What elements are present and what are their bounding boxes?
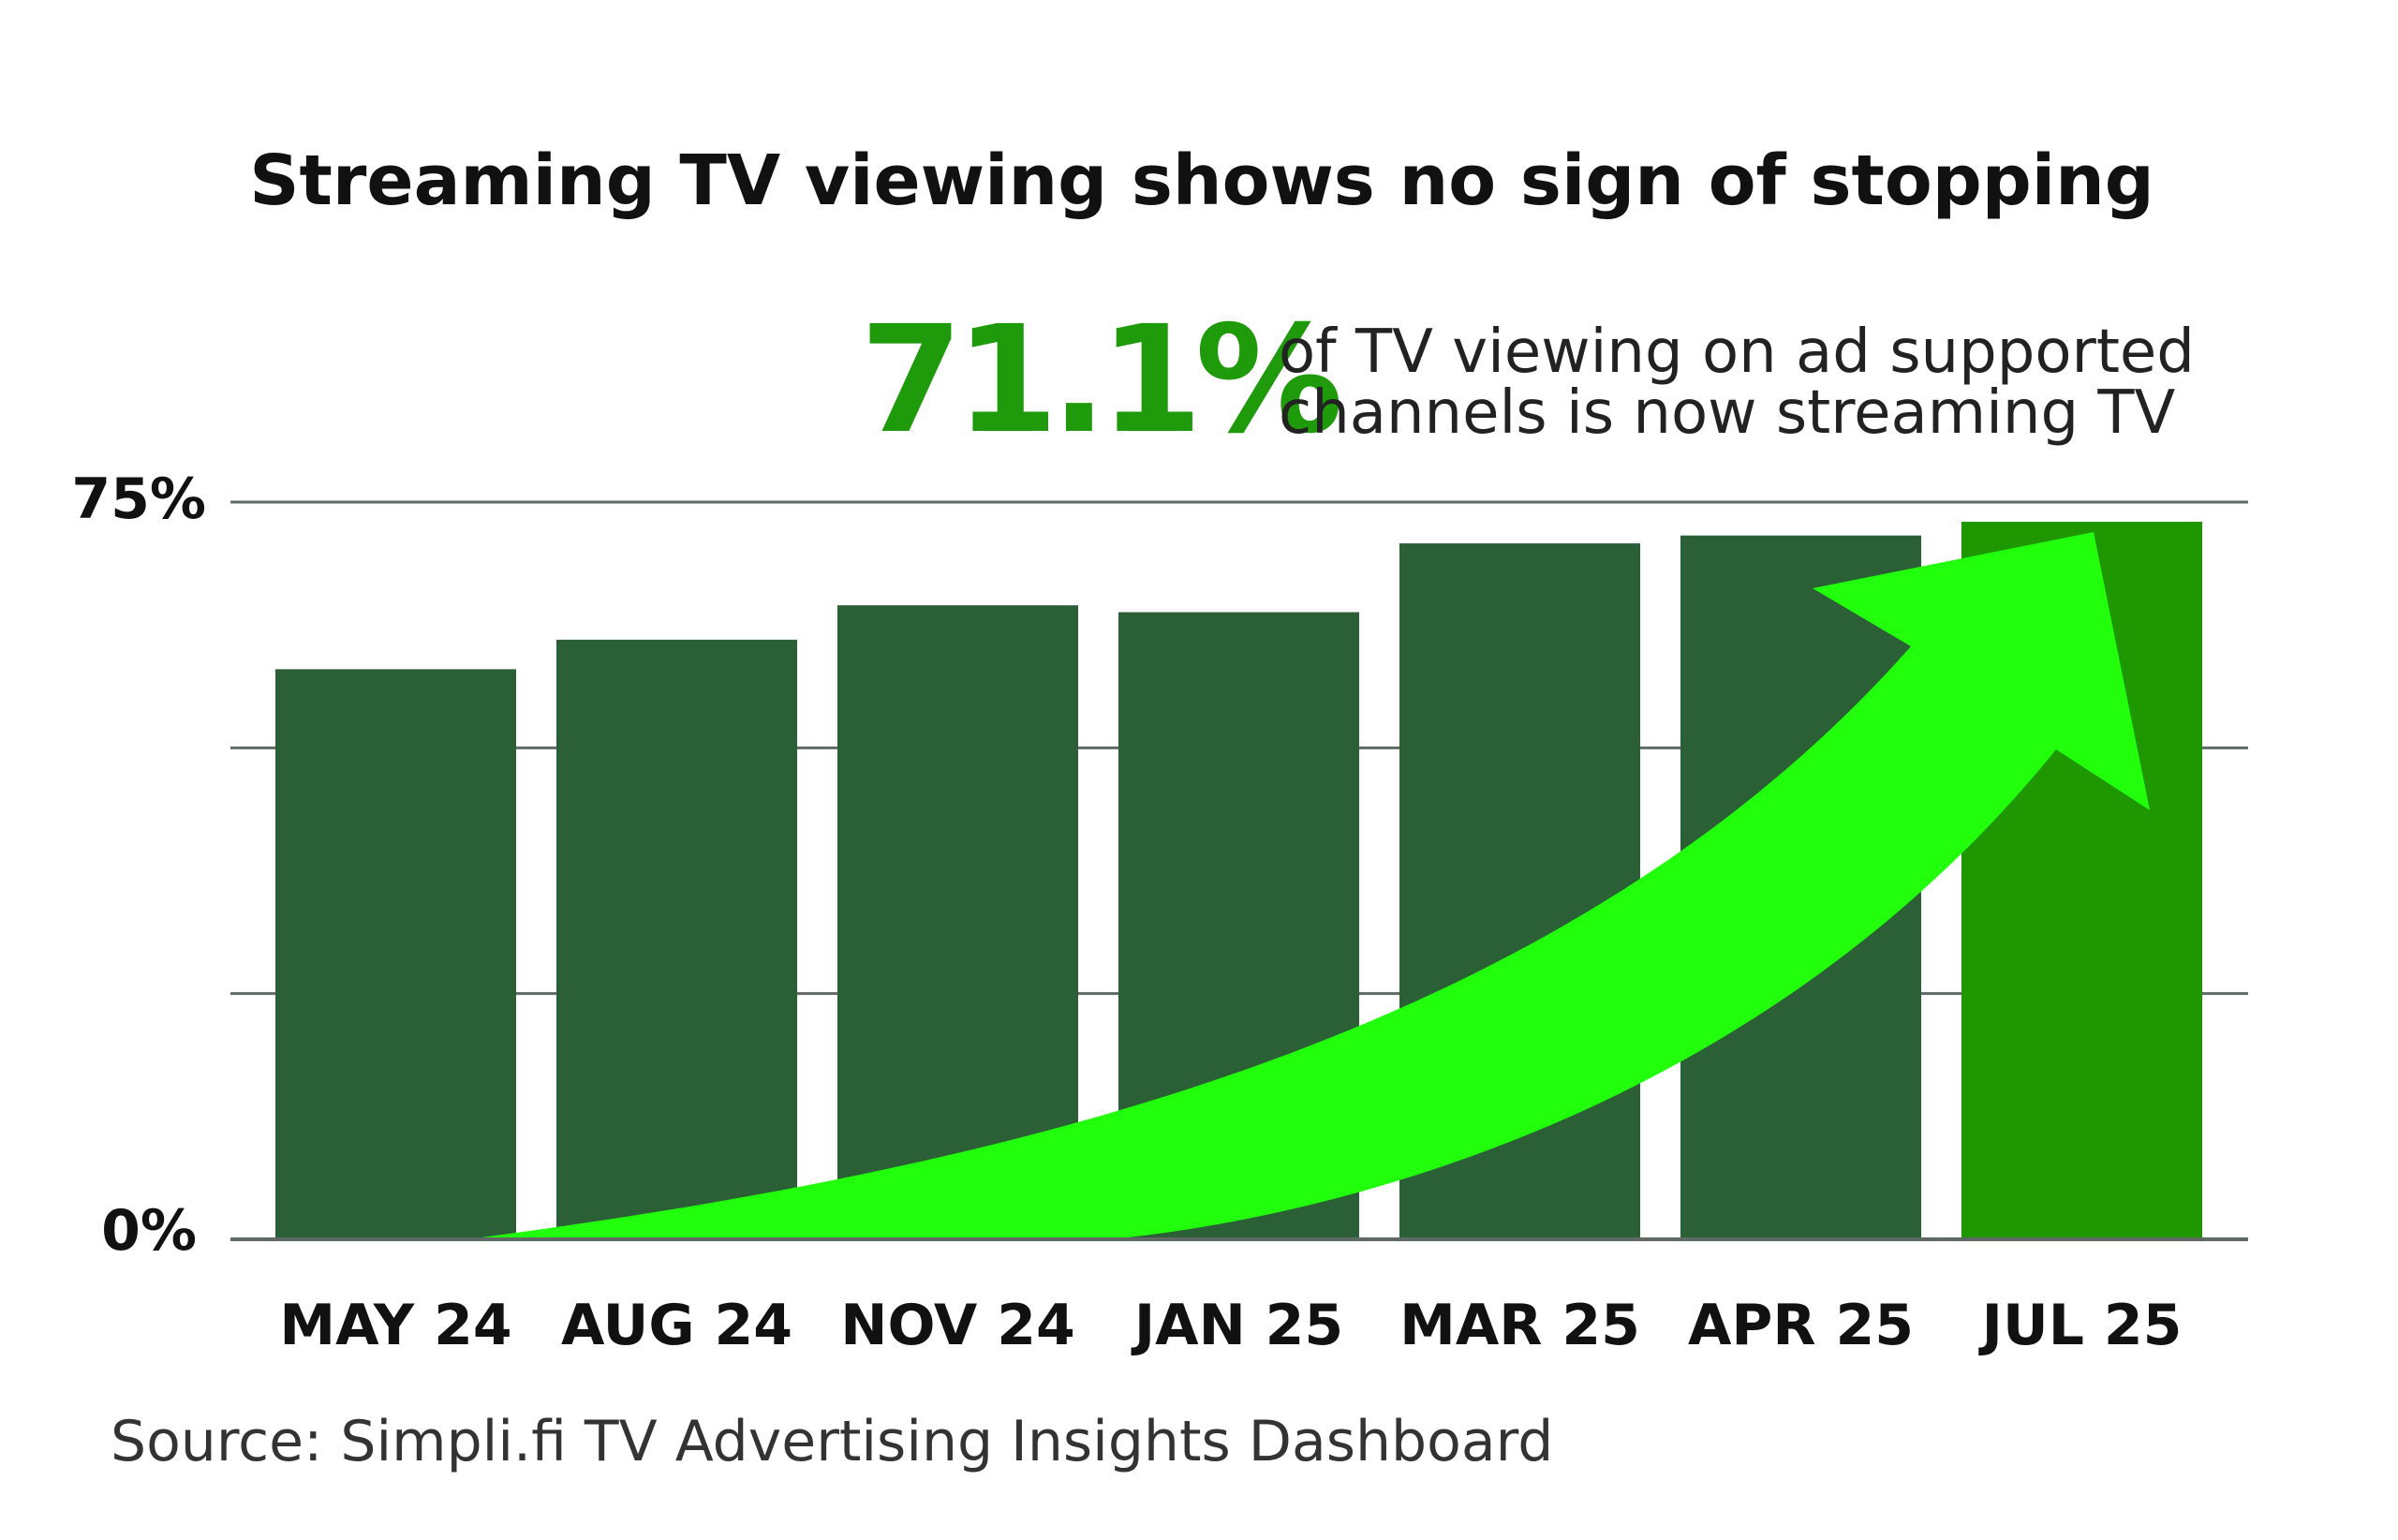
x-tick-label: MAR 25 — [1399, 1293, 1640, 1358]
bar — [556, 639, 797, 1239]
y-tick-label-bottom: 0% — [101, 1198, 197, 1264]
source-note: Source: Simpli.fi TV Advertising Insight… — [111, 1409, 1553, 1474]
highlight-stat-text-line1: of TV viewing on ad supported — [1279, 318, 2195, 387]
x-tick-label: NOV 24 — [840, 1293, 1074, 1358]
highlight-stat-text-line2: channels is now streaming TV — [1279, 378, 2176, 448]
chart-title: Streaming TV viewing shows no sign of st… — [249, 141, 2154, 221]
x-tick-label: AUG 24 — [561, 1293, 792, 1358]
x-tick-labels: MAY 24 AUG 24 NOV 24 JAN 25 MAR 25 APR 25 JUL … — [279, 1293, 2182, 1358]
y-tick-label-top: 75% — [71, 466, 206, 532]
highlight-stat-value: 71.1% — [860, 294, 1340, 466]
x-tick-label: MAY 24 — [279, 1293, 511, 1358]
x-tick-label: APR 25 — [1688, 1293, 1914, 1358]
x-tick-label: JUL 25 — [1978, 1293, 2183, 1358]
x-tick-label: JAN 25 — [1131, 1293, 1343, 1358]
growth-arrow-icon — [468, 532, 2150, 1239]
bar — [275, 669, 516, 1239]
